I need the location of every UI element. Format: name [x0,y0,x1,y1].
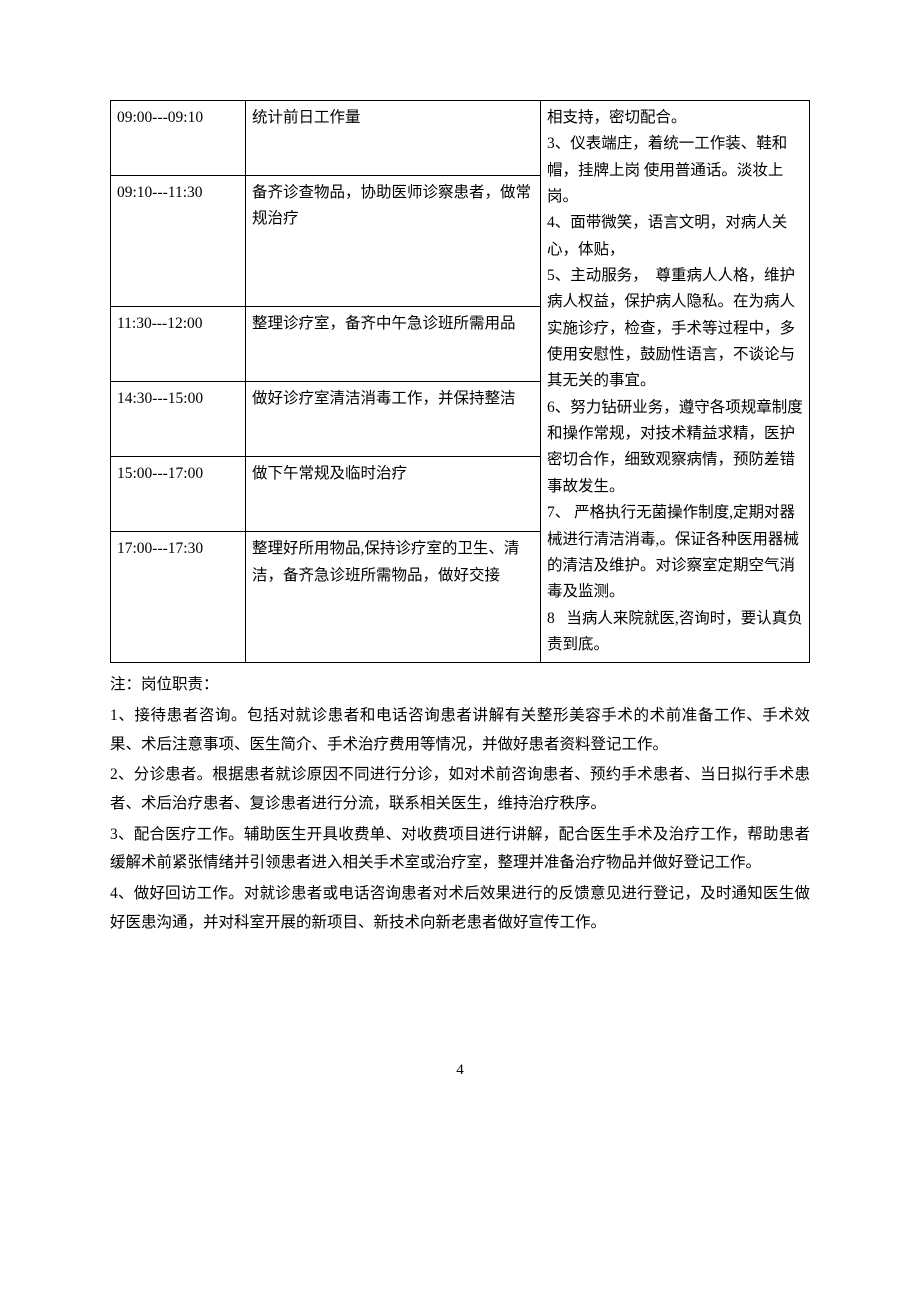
notes-title: 注：岗位职责： [110,671,810,700]
task-cell: 整理诊疗室，备齐中午急诊班所需用品 [246,307,541,382]
notes-item: 4、做好回访工作。对就诊患者或电话咨询患者对术后效果进行的反馈意见进行登记，及时… [110,880,810,937]
time-cell: 09:00---09:10 [111,101,246,176]
task-cell: 做好诊疗室清洁消毒工作，并保持整洁 [246,382,541,457]
notes-item: 1、接待患者咨询。包括对就诊患者和电话咨询患者讲解有关整形美容手术的术前准备工作… [110,702,810,759]
schedule-table: 09:00---09:10 统计前日工作量 相支持，密切配合。 3、仪表端庄，着… [110,100,810,663]
time-cell: 14:30---15:00 [111,382,246,457]
notes-section: 注：岗位职责： 1、接待患者咨询。包括对就诊患者和电话咨询患者讲解有关整形美容手… [110,671,810,937]
task-cell: 统计前日工作量 [246,101,541,176]
notes-item: 3、配合医疗工作。辅助医生开具收费单、对收费项目进行讲解，配合医生手术及治疗工作… [110,821,810,878]
page-number: 4 [110,1057,810,1084]
time-cell: 09:10---11:30 [111,176,246,307]
table-row: 09:00---09:10 统计前日工作量 相支持，密切配合。 3、仪表端庄，着… [111,101,810,176]
time-cell: 11:30---12:00 [111,307,246,382]
notes-item: 2、分诊患者。根据患者就诊原因不同进行分诊，如对术前咨询患者、预约手术患者、当日… [110,761,810,818]
notes-cell: 相支持，密切配合。 3、仪表端庄，着统一工作装、鞋和帽，挂牌上岗 使用普通话。淡… [541,101,810,663]
task-cell: 备齐诊查物品，协助医师诊察患者，做常规治疗 [246,176,541,307]
task-cell: 做下午常规及临时治疗 [246,457,541,532]
time-cell: 15:00---17:00 [111,457,246,532]
time-cell: 17:00---17:30 [111,532,246,663]
task-cell: 整理好所用物品,保持诊疗室的卫生、清洁，备齐急诊班所需物品，做好交接 [246,532,541,663]
